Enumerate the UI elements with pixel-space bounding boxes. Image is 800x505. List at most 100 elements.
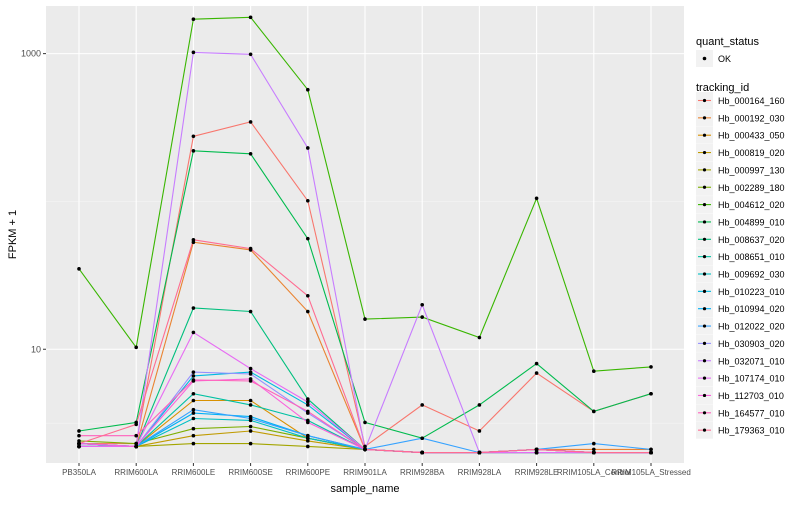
legend-label: Hb_009692_030 [718,270,785,280]
legend-point-key [702,203,707,207]
data-point [248,403,253,407]
data-point [248,424,253,429]
data-point [649,450,653,455]
legend-label: Hb_164577_010 [718,408,785,418]
legend-point-key [702,393,707,398]
data-point [191,374,196,378]
data-point [306,146,310,150]
data-point [191,238,196,242]
data-point [477,335,482,340]
x-tick-label: RRIM600LE [172,468,216,477]
data-point [248,416,253,421]
data-point [306,293,310,298]
legend-point-key [702,56,707,61]
data-point [306,420,310,425]
legend-title-tracking-id: tracking_id [696,82,749,94]
data-point [534,361,539,366]
data-point [191,441,196,446]
data-point [77,439,81,443]
legend-label: Hb_000164_160 [718,96,785,106]
legend-point-key [702,272,707,276]
legend-label: Hb_107174_010 [718,374,785,384]
data-point [248,15,253,20]
data-point [420,450,425,455]
data-point [191,391,196,396]
data-point [420,302,425,307]
data-point [534,371,539,375]
legend-label: Hb_112703_010 [718,391,784,401]
x-tick-label: RRIM928LA [458,468,502,477]
data-point [306,444,310,449]
legend-point-key [702,411,707,415]
y-tick-label: 10 [31,344,41,354]
data-point [306,397,310,401]
x-tick-label: RRIM600SE [228,468,272,477]
legend-point-key [702,237,707,241]
data-point [191,407,196,412]
legend-label: Hb_000433_050 [718,131,785,141]
legend-point-key [702,255,707,259]
x-tick-label: PB350LA [62,468,96,477]
data-point [248,52,253,57]
legend-point-key [702,116,707,120]
data-point [306,199,310,203]
data-point [592,447,596,452]
data-point [77,267,81,271]
data-point [134,444,138,449]
legend-label: Hb_004899_010 [718,217,785,227]
data-point [191,17,196,21]
data-point [363,447,367,452]
legend-label: Hb_012022_020 [718,322,785,332]
data-point [649,447,653,452]
data-point [363,317,367,321]
legend-label: OK [718,54,731,64]
legend-point-key [702,341,707,345]
data-point [306,400,310,404]
data-point [248,152,253,156]
data-point [534,196,539,201]
data-point [534,450,539,455]
data-point [191,370,196,374]
legend-title-quant-status: quant_status [696,36,759,48]
data-point [191,433,196,438]
y-tick-label: 1000 [21,49,41,59]
data-point [191,306,196,310]
data-point [592,409,596,414]
legend-label: Hb_000819_020 [718,148,785,158]
legend-point-key [702,324,707,328]
data-point [649,391,653,396]
data-point [134,433,138,438]
data-point [191,378,196,382]
data-point [191,149,196,153]
data-point [363,444,367,449]
data-point [77,441,81,446]
y-axis-title: FPKM + 1 [7,210,19,259]
data-point [248,372,253,376]
data-point [420,315,425,319]
legend-label: Hb_008637_020 [718,235,785,245]
data-point [592,369,596,374]
legend-label: Hb_010223_010 [718,287,785,297]
data-point [248,398,253,403]
data-point [248,309,253,314]
data-point [248,366,253,371]
x-tick-label: RRIM928BA [400,468,445,477]
data-point [649,365,653,369]
data-point [134,345,138,350]
x-tick-label: RRIM105LA_Control [557,468,631,477]
legend-point-key [702,98,707,103]
data-point [477,450,482,455]
legend-label: Hb_008651_010 [718,252,785,262]
data-point [248,441,253,446]
legend-point-key [702,133,707,137]
data-point [191,330,196,335]
data-point [191,134,196,139]
data-point [306,87,310,92]
legend-point-key [702,428,707,432]
data-point [191,411,196,415]
data-point [592,441,596,446]
data-point [306,409,310,414]
x-tick-label: RRIM600PE [286,468,330,477]
